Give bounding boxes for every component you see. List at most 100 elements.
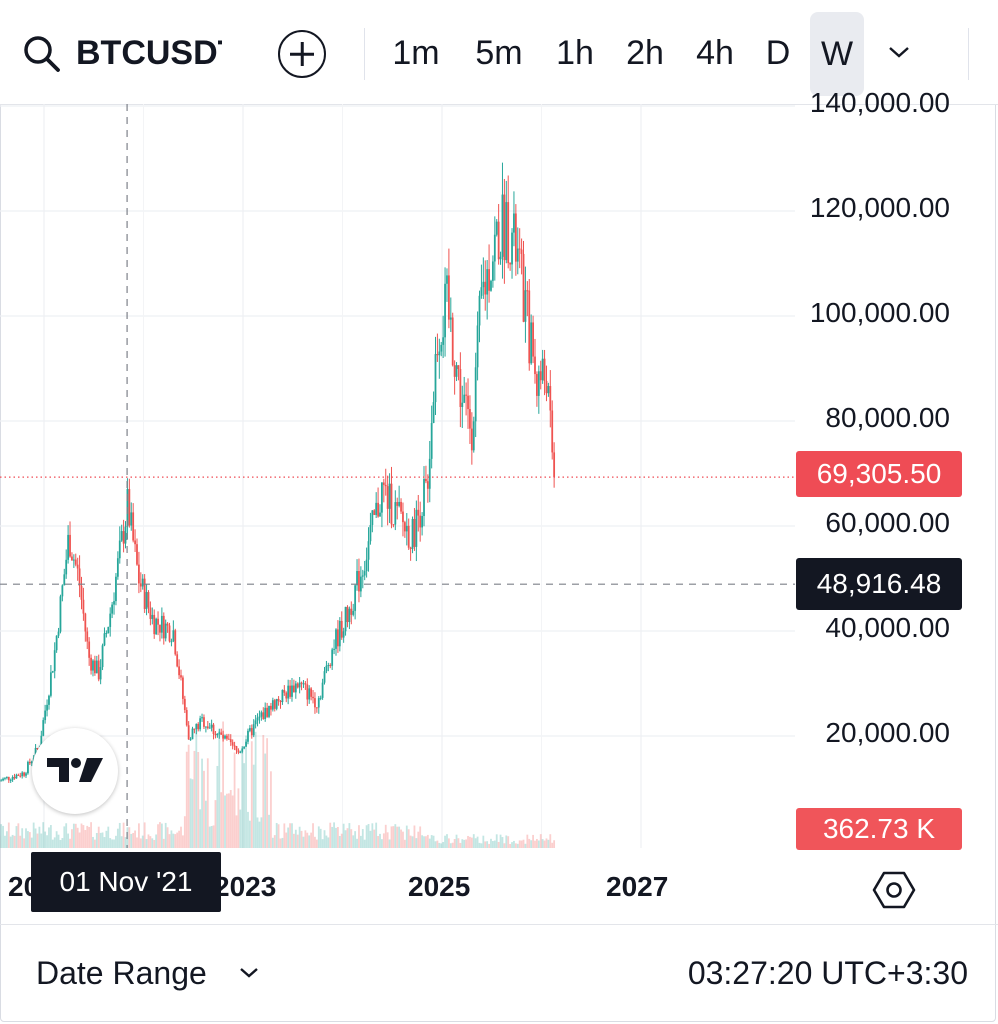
volume-bar xyxy=(208,826,211,848)
candle-body xyxy=(49,672,52,696)
timeframe-4h[interactable]: 4h xyxy=(696,34,734,72)
candle-body xyxy=(312,696,314,699)
utc-clock[interactable]: 03:27:20 UTC+3:30 xyxy=(687,955,968,991)
volume-bar xyxy=(524,843,527,848)
candle-body xyxy=(235,746,238,751)
candle-body xyxy=(409,547,412,549)
volume-bar xyxy=(69,838,71,848)
candle-body xyxy=(281,689,284,703)
volume-bar xyxy=(277,824,280,848)
volume-bar xyxy=(373,829,376,848)
candle-body xyxy=(182,677,184,699)
candle-body xyxy=(248,728,251,731)
timeframe-2h[interactable]: 2h xyxy=(626,34,664,72)
candle-body xyxy=(514,213,517,262)
volume-bar xyxy=(147,834,150,848)
add-symbol-button[interactable] xyxy=(278,30,326,78)
timeframe-1m[interactable]: 1m xyxy=(392,34,440,72)
volume-bar xyxy=(82,825,85,848)
settings-icon[interactable] xyxy=(872,868,916,912)
volume-bar xyxy=(2,825,4,848)
candle-body xyxy=(490,280,492,291)
timeframe-d[interactable]: D xyxy=(765,34,791,72)
volume-bar xyxy=(413,825,416,848)
crosshair-price-label: 48,916.48 xyxy=(796,558,962,610)
candle-body xyxy=(344,606,347,632)
volume-bar xyxy=(30,837,33,848)
candle-body xyxy=(277,698,280,702)
volume-bar xyxy=(358,825,360,848)
price-chart[interactable] xyxy=(0,104,998,852)
volume-bar xyxy=(273,835,276,848)
candle-body xyxy=(231,742,234,746)
candle-body xyxy=(551,410,554,453)
candle-body xyxy=(271,700,274,710)
timeframe-1h[interactable]: 1h xyxy=(556,34,594,72)
candle-body xyxy=(319,697,322,699)
volume-bar xyxy=(170,830,173,848)
candle-body xyxy=(57,631,60,636)
volume-bar xyxy=(436,840,439,848)
volume-bar xyxy=(122,822,125,848)
candle-body xyxy=(46,704,48,711)
candle-body xyxy=(21,772,24,777)
candle-body xyxy=(491,261,494,281)
candle-body xyxy=(191,728,194,740)
volume-bar xyxy=(248,820,251,848)
candle-body xyxy=(365,559,368,572)
candle-body xyxy=(436,354,439,356)
candle-body xyxy=(354,585,357,611)
candle-body xyxy=(373,510,376,515)
volume-bar xyxy=(306,832,309,848)
volume-bar xyxy=(350,829,353,848)
volume-bar xyxy=(371,823,374,848)
chevron-down-icon[interactable] xyxy=(238,965,260,981)
candle-body xyxy=(170,641,173,643)
volume-bar xyxy=(182,835,184,848)
volume-bar xyxy=(287,827,290,848)
volume-bar xyxy=(113,839,115,848)
volume-bar xyxy=(361,829,364,848)
candle-body xyxy=(105,632,108,634)
volume-bar xyxy=(348,823,351,848)
volume-bar xyxy=(136,837,138,848)
volume-bar xyxy=(55,831,58,848)
volume-bar xyxy=(256,817,259,848)
candle-body xyxy=(421,516,423,528)
timeframe-5m[interactable]: 5m xyxy=(475,34,523,72)
volume-bar xyxy=(543,840,546,848)
date-range-button[interactable]: Date Range xyxy=(36,955,207,991)
candle-body xyxy=(438,351,441,356)
candle-body xyxy=(472,421,475,451)
symbol-search-field[interactable]: BTCUSDT xyxy=(76,34,222,72)
volume-bar xyxy=(271,837,274,848)
volume-bar xyxy=(168,834,171,848)
candle-body xyxy=(459,369,462,407)
volume-bar xyxy=(118,822,121,848)
candle-body xyxy=(273,700,276,709)
volume-bar xyxy=(419,826,422,848)
candle-body xyxy=(419,515,422,528)
volume-bar xyxy=(539,834,542,848)
candle-body xyxy=(183,698,186,710)
candle-body xyxy=(4,777,6,779)
candle-body xyxy=(382,482,385,485)
volume-bar xyxy=(321,839,324,848)
price-tick-120000: 120,000.00 xyxy=(809,192,950,223)
tradingview-logo[interactable] xyxy=(32,728,118,814)
candle-body xyxy=(358,571,360,592)
search-icon[interactable] xyxy=(22,34,62,74)
volume-bar xyxy=(270,771,272,848)
candle-body xyxy=(90,657,92,671)
volume-bar xyxy=(101,832,104,848)
volume-bar xyxy=(455,834,458,848)
chevron-down-icon[interactable] xyxy=(886,42,912,62)
volume-bar xyxy=(0,824,3,848)
candle-body xyxy=(346,606,349,623)
volume-bar xyxy=(93,839,96,848)
price-tick-140000: 140,000.00 xyxy=(809,87,950,118)
candle-body xyxy=(482,281,485,288)
candle-body xyxy=(17,774,20,776)
timeframe-w[interactable]: W xyxy=(810,12,864,96)
candle-body xyxy=(528,290,531,364)
